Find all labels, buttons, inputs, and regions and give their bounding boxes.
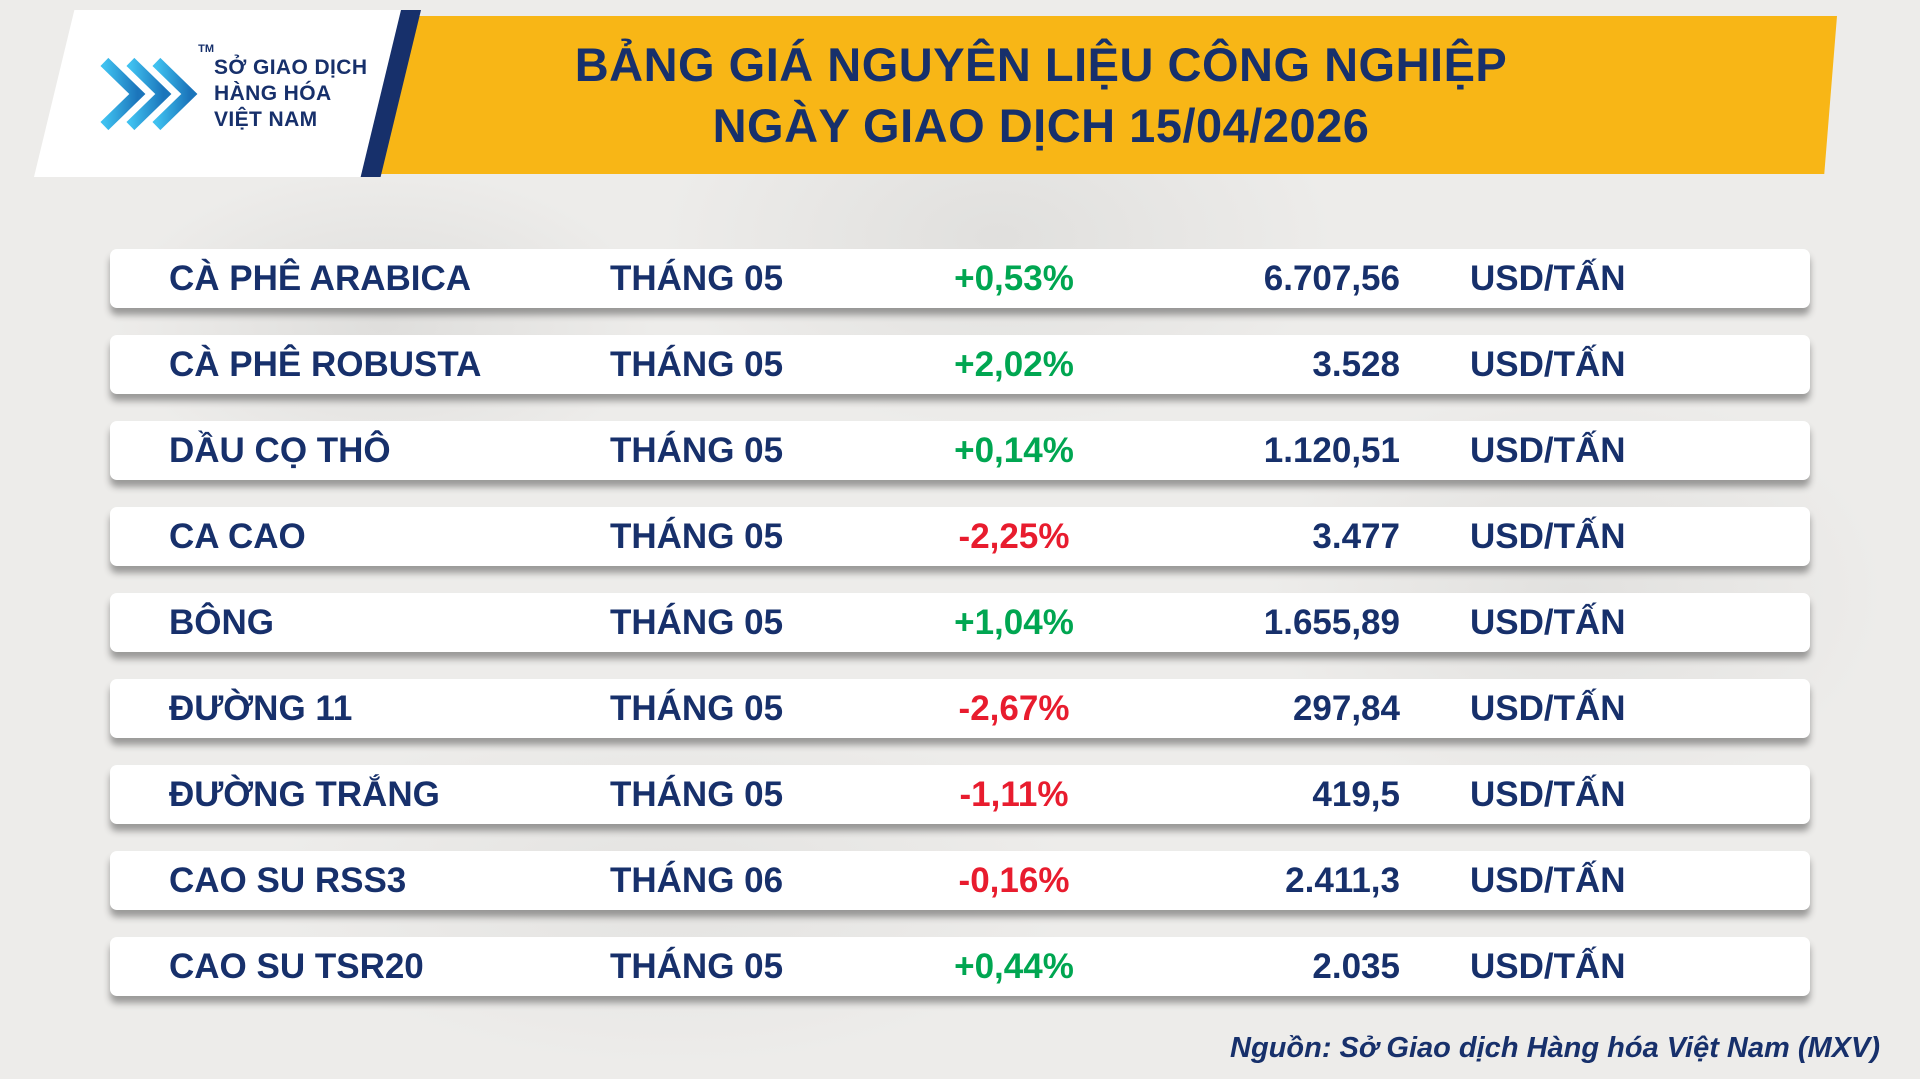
price-change: +1,04% bbox=[954, 602, 1074, 642]
page-title-line2: NGÀY GIAO DỊCH 15/04/2026 bbox=[712, 99, 1370, 152]
price-unit: USD/TẤN bbox=[1470, 602, 1626, 642]
table-row: CÀ PHÊ ROBUSTA THÁNG 05 +2,02% 3.528 USD… bbox=[110, 335, 1810, 394]
price-unit: USD/TẤN bbox=[1470, 258, 1626, 298]
price-change: +0,44% bbox=[954, 946, 1074, 986]
contract-month: THÁNG 05 bbox=[610, 430, 784, 470]
price-change: +2,02% bbox=[954, 344, 1074, 384]
price-unit: USD/TẤN bbox=[1470, 430, 1626, 470]
price-change: -1,11% bbox=[959, 774, 1069, 814]
table-row: ĐƯỜNG TRẮNG THÁNG 05 -1,11% 419,5 USD/TẤ… bbox=[110, 765, 1810, 824]
price-change: +0,53% bbox=[954, 258, 1074, 298]
source-note: Nguồn: Sở Giao dịch Hàng hóa Việt Nam (M… bbox=[1230, 1032, 1880, 1064]
price-value: 3.528 bbox=[1312, 344, 1400, 384]
price-value: 1.655,89 bbox=[1263, 602, 1400, 642]
commodity-name: CAO SU TSR20 bbox=[169, 946, 424, 986]
table-row: ĐƯỜNG 11 THÁNG 05 -2,67% 297,84 USD/TẤN bbox=[110, 679, 1810, 738]
price-value: 2.035 bbox=[1312, 946, 1400, 986]
table-row: BÔNG THÁNG 05 +1,04% 1.655,89 USD/TẤN bbox=[110, 593, 1810, 652]
price-unit: USD/TẤN bbox=[1470, 688, 1626, 728]
exchange-name-line2: HÀNG HÓA bbox=[214, 81, 332, 105]
commodity-name: CAO SU RSS3 bbox=[169, 860, 407, 900]
price-table: CÀ PHÊ ARABICA THÁNG 05 +0,53% 6.707,56 … bbox=[110, 249, 1810, 996]
contract-month: THÁNG 05 bbox=[610, 344, 784, 384]
commodity-name: CÀ PHÊ ARABICA bbox=[169, 258, 472, 298]
price-value: 6.707,56 bbox=[1263, 258, 1400, 298]
commodity-name: CA CAO bbox=[169, 516, 306, 556]
price-unit: USD/TẤN bbox=[1470, 946, 1626, 986]
exchange-name: SỞ GIAO DỊCH HÀNG HÓA VIỆT NAM bbox=[214, 55, 367, 133]
contract-month: THÁNG 05 bbox=[610, 602, 784, 642]
price-value: 1.120,51 bbox=[1263, 430, 1400, 470]
price-change: -2,67% bbox=[958, 688, 1070, 728]
price-change: -0,16% bbox=[958, 860, 1070, 900]
commodity-name: ĐƯỜNG TRẮNG bbox=[169, 774, 440, 814]
table-row: CAO SU TSR20 THÁNG 05 +0,44% 2.035 USD/T… bbox=[110, 937, 1810, 996]
price-unit: USD/TẤN bbox=[1470, 860, 1626, 900]
contract-month: THÁNG 05 bbox=[610, 774, 784, 814]
contract-month: THÁNG 05 bbox=[610, 516, 784, 556]
table-row: CA CAO THÁNG 05 -2,25% 3.477 USD/TẤN bbox=[110, 507, 1810, 566]
contract-month: THÁNG 05 bbox=[610, 688, 784, 728]
exchange-name-line1: SỞ GIAO DỊCH bbox=[214, 55, 368, 79]
price-value: 3.477 bbox=[1312, 516, 1400, 556]
price-value: 297,84 bbox=[1292, 688, 1400, 728]
price-change: +0,14% bbox=[954, 430, 1074, 470]
exchange-name-line3: VIỆT NAM bbox=[214, 107, 318, 131]
commodity-name: CÀ PHÊ ROBUSTA bbox=[169, 344, 482, 384]
mxv-logo-icon: TM bbox=[94, 43, 214, 139]
table-row: CAO SU RSS3 THÁNG 06 -0,16% 2.411,3 USD/… bbox=[110, 851, 1810, 910]
table-row: DẦU CỌ THÔ THÁNG 05 +0,14% 1.120,51 USD/… bbox=[110, 421, 1810, 480]
contract-month: THÁNG 05 bbox=[610, 258, 784, 298]
price-change: -2,25% bbox=[958, 516, 1070, 556]
price-value: 419,5 bbox=[1312, 774, 1400, 814]
commodity-name: ĐƯỜNG 11 bbox=[169, 688, 353, 728]
commodity-name: DẦU CỌ THÔ bbox=[169, 430, 391, 470]
price-unit: USD/TẤN bbox=[1470, 344, 1626, 384]
mxv-logo-plate: TM SỞ GIAO DỊCH HÀNG HÓA VIỆT NAM bbox=[34, 10, 401, 177]
commodity-name: BÔNG bbox=[169, 602, 274, 642]
contract-month: THÁNG 05 bbox=[610, 946, 784, 986]
price-unit: USD/TẤN bbox=[1470, 774, 1626, 814]
title-banner: BẢNG GIÁ NGUYÊN LIỆU CÔNG NGHIỆP NGÀY GI… bbox=[245, 16, 1837, 174]
page-title-line1: BẢNG GIÁ NGUYÊN LIỆU CÔNG NGHIỆP bbox=[574, 37, 1508, 91]
trademark-symbol: TM bbox=[198, 42, 214, 55]
price-unit: USD/TẤN bbox=[1470, 516, 1626, 556]
price-value: 2.411,3 bbox=[1285, 860, 1400, 900]
contract-month: THÁNG 06 bbox=[610, 860, 784, 900]
table-row: CÀ PHÊ ARABICA THÁNG 05 +0,53% 6.707,56 … bbox=[110, 249, 1810, 308]
